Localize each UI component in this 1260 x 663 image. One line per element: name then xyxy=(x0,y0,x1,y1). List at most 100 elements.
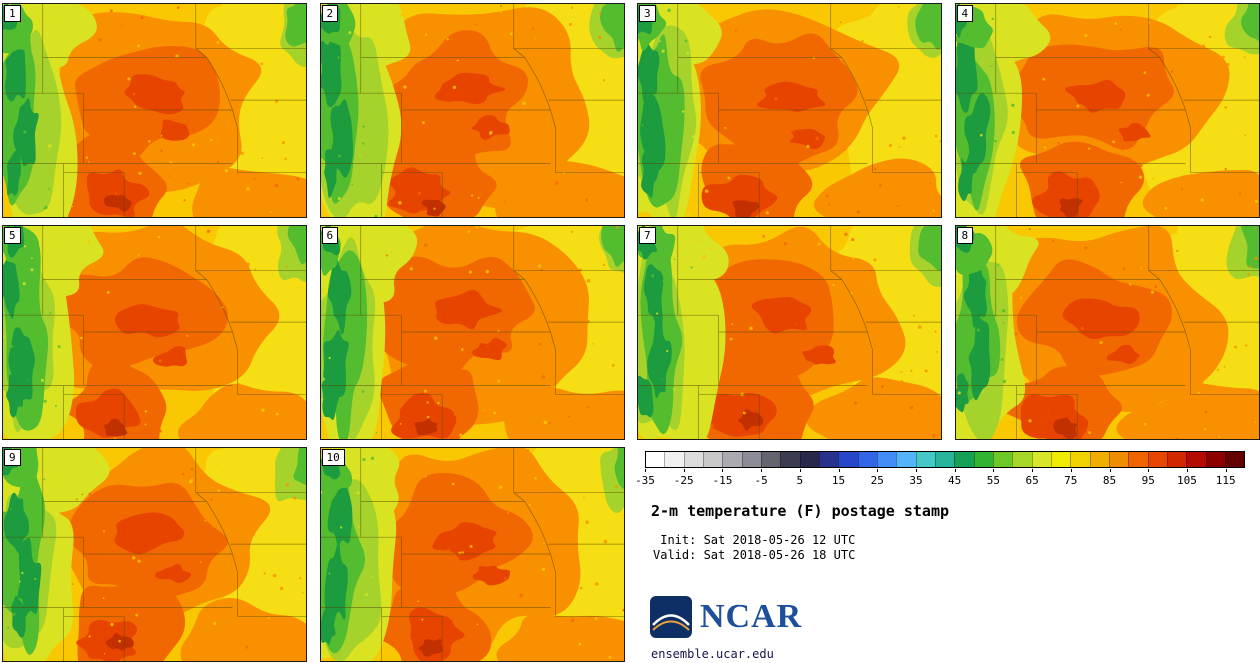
ensemble-member-panel: 5 xyxy=(2,225,307,440)
colorbar-segment xyxy=(799,452,819,467)
member-number-badge: 9 xyxy=(4,449,21,466)
colorbar-tick-mark xyxy=(1186,469,1188,472)
colorbar-segment xyxy=(1224,452,1245,467)
colorbar-tick-mark xyxy=(877,469,879,472)
colorbar-tick-label: 5 xyxy=(796,474,804,487)
colorbar-tick-mark xyxy=(1109,469,1111,472)
colorbar-segment xyxy=(1108,452,1129,467)
colorbar-segment xyxy=(683,452,703,467)
colorbar-segment xyxy=(857,452,877,467)
colorbar-segment xyxy=(1012,452,1032,467)
temperature-map xyxy=(3,226,306,439)
temperature-map xyxy=(638,4,941,217)
temperature-map xyxy=(320,226,624,439)
ensemble-member-panel: 8 xyxy=(954,225,1260,440)
colorbar-segment xyxy=(818,452,839,467)
temperature-colorbar xyxy=(645,451,1245,468)
colorbar-tick-label: -35 xyxy=(635,474,655,487)
colorbar-tick-mark xyxy=(722,469,724,472)
colorbar-segment xyxy=(702,452,723,467)
temperature-map xyxy=(638,226,941,439)
colorbar-tick-label: 65 xyxy=(1025,474,1039,487)
temperature-map xyxy=(955,4,1259,217)
member-number-badge: 1 xyxy=(4,5,21,22)
colorbar-tick-label: 35 xyxy=(909,474,923,487)
init-time-label: Init: Sat 2018-05-26 12 UTC xyxy=(653,533,856,547)
logo-square xyxy=(650,596,692,638)
colorbar-tick-label: 55 xyxy=(986,474,1000,487)
ensemble-member-panel: 9 xyxy=(2,447,307,662)
colorbar-tick-label: 115 xyxy=(1215,474,1236,487)
colorbar-segment xyxy=(1050,452,1071,467)
ensemble-member-panel: 4 xyxy=(954,3,1260,218)
member-number-badge: 4 xyxy=(956,5,974,22)
member-number-badge: 5 xyxy=(4,227,21,244)
member-number-badge: 2 xyxy=(321,5,339,22)
ensemble-member-panel: 2 xyxy=(319,3,625,218)
colorbar-segment xyxy=(896,452,916,467)
colorbar-segment xyxy=(780,452,800,467)
colorbar-segment xyxy=(1186,452,1206,467)
colorbar-tick-mark xyxy=(1070,469,1072,472)
colorbar-segment xyxy=(876,452,897,467)
colorbar-segment xyxy=(1128,452,1148,467)
colorbar-tick-label: 105 xyxy=(1176,474,1197,487)
colorbar-tick-mark xyxy=(799,469,801,472)
colorbar-segment xyxy=(1166,452,1187,467)
temperature-map xyxy=(320,448,624,661)
colorbar-segment xyxy=(1031,452,1051,467)
colorbar-tick-mark xyxy=(1225,469,1227,472)
colorbar-tick-mark xyxy=(993,469,995,472)
colorbar-tick-mark xyxy=(1148,469,1150,472)
colorbar-tick-mark xyxy=(645,469,646,472)
colorbar-tick-mark xyxy=(1032,469,1034,472)
colorbar-segment xyxy=(954,452,974,467)
colorbar-segment xyxy=(992,452,1013,467)
colorbar-segment xyxy=(1147,452,1167,467)
ensemble-member-panel: 1 xyxy=(2,3,307,218)
figure-title: 2-m temperature (F) postage stamp xyxy=(651,502,950,520)
valid-time-label: Valid: Sat 2018-05-26 18 UTC xyxy=(653,548,856,562)
colorbar-tick-label: 95 xyxy=(1141,474,1155,487)
member-number-badge: 7 xyxy=(639,227,656,244)
colorbar-segment xyxy=(1089,452,1109,467)
temperature-map xyxy=(3,448,306,661)
member-number-badge: 3 xyxy=(639,5,656,22)
colorbar-tick-label: -25 xyxy=(673,474,694,487)
temperature-map xyxy=(3,4,306,217)
colorbar-segment xyxy=(1070,452,1090,467)
temperature-map xyxy=(320,4,624,217)
member-number-badge: 8 xyxy=(956,227,974,244)
colorbar-ticks: -35 -25 -15 -5 5 15 25 35 45 55 65 75 85 95 105 115 xyxy=(635,451,1245,491)
colorbar-segment xyxy=(646,452,665,467)
colorbar-tick-label: 85 xyxy=(1102,474,1117,487)
ensemble-member-panel: 6 xyxy=(319,225,625,440)
colorbar-tick-mark xyxy=(683,469,685,472)
colorbar-tick-label: 45 xyxy=(948,474,962,487)
colorbar-segment xyxy=(722,452,742,467)
ensemble-member-panel: 7 xyxy=(637,225,942,440)
ncar-wordmark: NCAR xyxy=(700,598,803,635)
colorbar-tick-mark xyxy=(838,469,840,472)
colorbar-segment xyxy=(838,452,858,467)
logo-arc-gold xyxy=(652,620,690,631)
figure-info-block: -35 -25 -15 -5 5 15 25 35 45 55 65 75 85 95 105 115 2-m… xyxy=(635,447,1260,663)
colorbar-segment xyxy=(741,452,761,467)
colorbar-segment xyxy=(760,452,781,467)
colorbar-segment xyxy=(1205,452,1225,467)
colorbar-tick-mark xyxy=(915,469,917,472)
logo-arc-white xyxy=(652,614,690,626)
colorbar-segment xyxy=(915,452,935,467)
member-number-badge: 10 xyxy=(321,449,345,466)
ensemble-member-panel: 10 xyxy=(319,447,625,662)
ncar-brand: NCAR xyxy=(649,595,802,639)
ensemble-member-panel: 3 xyxy=(637,3,942,218)
site-url: ensemble.ucar.edu xyxy=(651,647,774,661)
colorbar-tick-mark xyxy=(954,469,956,472)
member-number-badge: 6 xyxy=(321,227,339,244)
colorbar-segment xyxy=(973,452,993,467)
colorbar-segment xyxy=(934,452,955,467)
colorbar-segment xyxy=(664,452,684,467)
colorbar-tick-label: 75 xyxy=(1064,474,1078,487)
colorbar-tick-label: 25 xyxy=(870,474,884,487)
